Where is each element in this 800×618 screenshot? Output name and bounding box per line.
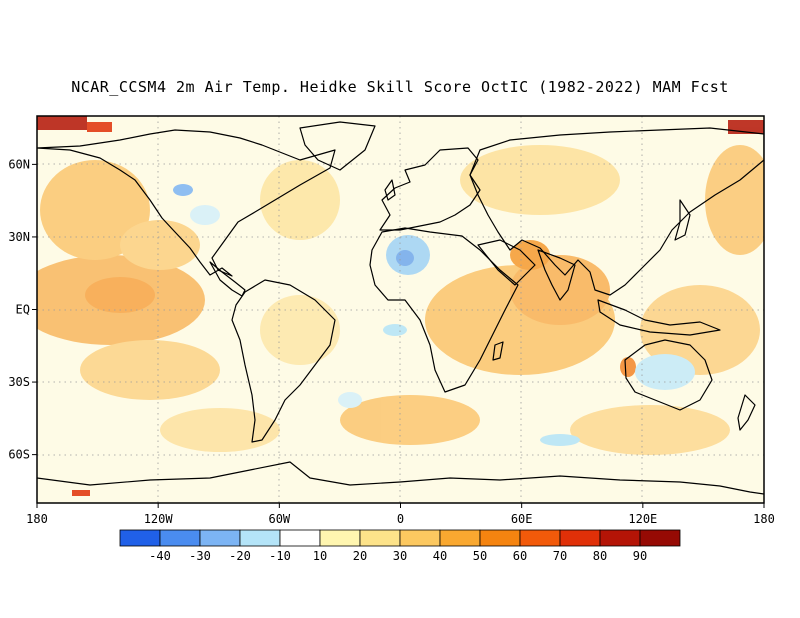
map-grid <box>37 116 764 503</box>
plot-title: NCAR_CCSM4 2m Air Temp. Heidke Skill Sco… <box>71 78 729 96</box>
coast-australia <box>624 339 713 411</box>
coast-south-america <box>231 279 336 443</box>
colorbar-swatch <box>239 529 281 547</box>
colorbar-label: 40 <box>433 549 447 563</box>
colorbar-swatch <box>559 529 601 547</box>
coast-japan <box>674 199 691 241</box>
latitude-ticks: 60N 30N EQ 30S 60S <box>8 157 37 462</box>
colorbar-swatch <box>199 529 241 547</box>
colorbar-swatch <box>279 529 321 547</box>
lon-tick-label: 60W <box>268 512 290 526</box>
coast-europe <box>379 147 481 231</box>
colorbar-label: -40 <box>149 549 171 563</box>
colorbar-label: 20 <box>353 549 367 563</box>
lon-tick-label: 0 <box>397 512 404 526</box>
colorbar-swatch <box>319 529 361 547</box>
colorbar-swatch <box>159 529 201 547</box>
colorbar-label: 10 <box>313 549 327 563</box>
colorbar-label: -20 <box>229 549 251 563</box>
colorbar-swatch <box>599 529 641 547</box>
coast-asia <box>469 127 764 296</box>
colorbar-label: 90 <box>633 549 647 563</box>
coast-north-america <box>37 129 336 277</box>
coast-africa <box>369 227 519 393</box>
coast-madagascar <box>492 341 504 361</box>
coast-antarctica <box>37 461 764 495</box>
lon-tick-label: 120E <box>628 512 657 526</box>
colorbar-label: 70 <box>553 549 567 563</box>
colorbar-label: 60 <box>513 549 527 563</box>
lat-tick-label: EQ <box>16 303 30 317</box>
colorbar: -40 -30 -20 -10 10 20 30 40 50 60 70 80 90 <box>119 529 681 563</box>
colorbar-swatch <box>359 529 401 547</box>
lon-tick-label: 120W <box>144 512 174 526</box>
coast-new-zealand <box>737 394 756 431</box>
colorbar-label: -10 <box>269 549 291 563</box>
colorbar-label: -30 <box>189 549 211 563</box>
colorbar-swatch <box>399 529 441 547</box>
coast-india <box>537 249 576 301</box>
coast-uk <box>384 179 396 201</box>
colorbar-swatch <box>439 529 481 547</box>
lat-tick-label: 60S <box>8 448 30 462</box>
lon-tick-label: 60E <box>511 512 533 526</box>
coast-central-america <box>209 261 246 297</box>
coast-greenland <box>299 121 376 171</box>
colorbar-label: 50 <box>473 549 487 563</box>
coastlines <box>37 121 764 495</box>
colorbar-label: 80 <box>593 549 607 563</box>
colorbar-swatch <box>519 529 561 547</box>
lat-tick-label: 30S <box>8 375 30 389</box>
lat-tick-label: 60N <box>8 157 30 171</box>
colorbar-swatch <box>119 529 161 547</box>
coast-arabia <box>477 239 536 286</box>
colorbar-swatch <box>639 529 681 547</box>
coast-indonesia <box>597 299 721 336</box>
lon-tick-label: 180 <box>753 512 775 526</box>
longitude-ticks: 180 120W 60W 0 60E 120E 180 <box>26 503 775 526</box>
lat-tick-label: 30N <box>8 230 30 244</box>
colorbar-swatch <box>479 529 521 547</box>
skill-field <box>37 116 764 496</box>
colorbar-label: 30 <box>393 549 407 563</box>
lon-tick-label: 180 <box>26 512 48 526</box>
